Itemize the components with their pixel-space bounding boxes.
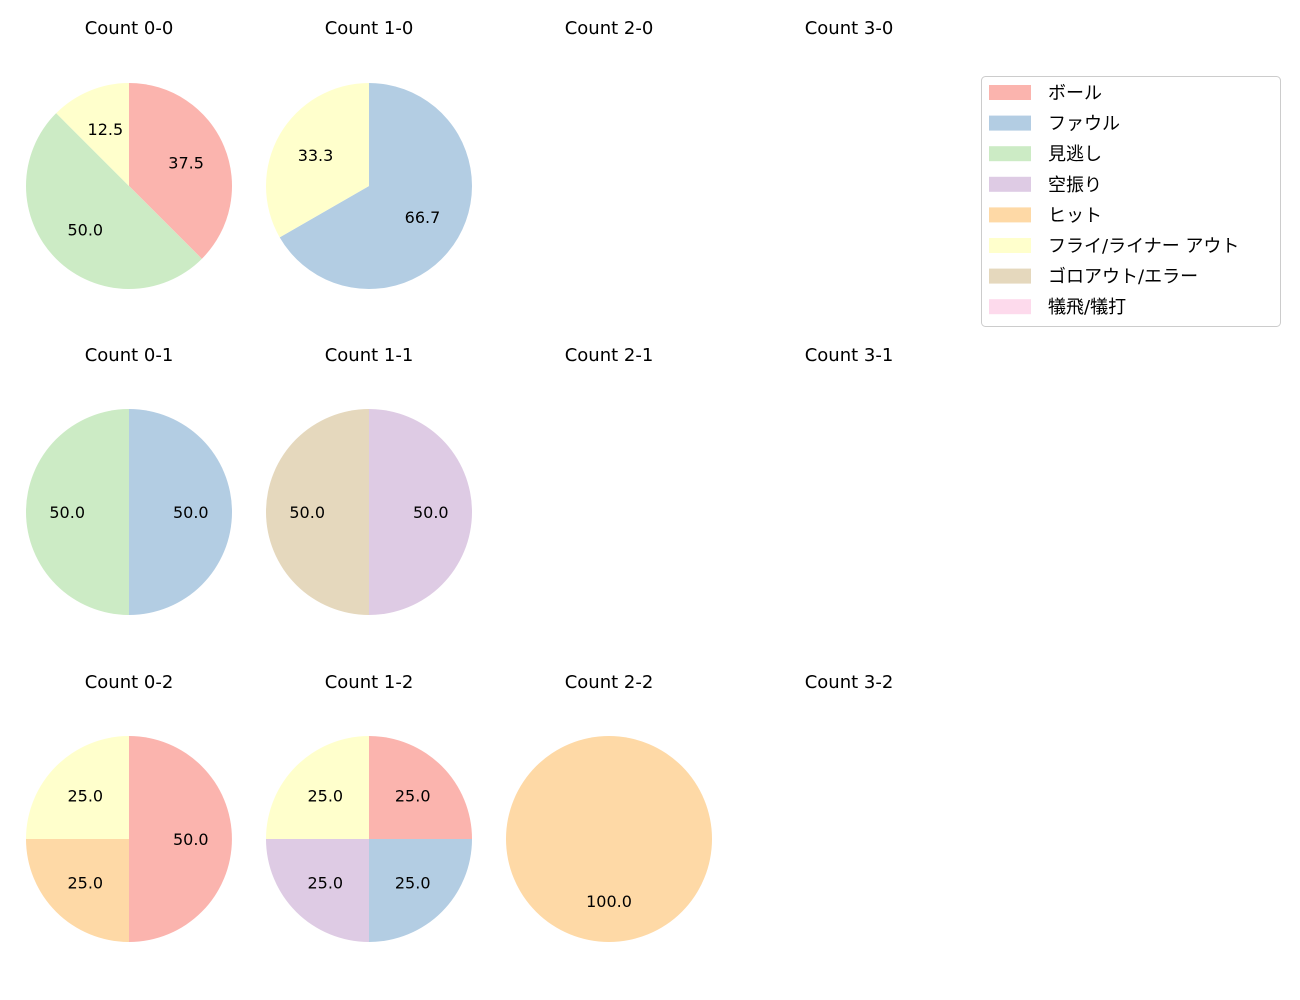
subplot-title: Count 0-1: [85, 345, 174, 366]
legend-swatch: [989, 238, 1031, 253]
subplot-title: Count 0-2: [85, 672, 174, 693]
legend-swatch: [989, 85, 1031, 100]
legend-frame: [981, 76, 1281, 327]
legend-label: ゴロアウト/エラー: [1048, 267, 1198, 288]
subplot: Count 2-0: [565, 18, 654, 39]
subplot: Count 2-1: [565, 345, 654, 366]
subplot: Count 1-0 66.7 33.3: [266, 18, 472, 289]
legend-swatch: [989, 207, 1031, 223]
subplot: Count 2-2 100.0: [506, 672, 712, 942]
pie-slice: [266, 409, 369, 615]
subplot: Count 0-1 50.0 50.0: [26, 345, 232, 615]
legend-item: ヒット: [989, 205, 1102, 226]
pie-slice: [56, 83, 130, 186]
subplot-title: Count 2-2: [565, 672, 654, 693]
legend-swatch: [989, 299, 1031, 315]
legend-label: 犠飛/犠打: [1048, 297, 1126, 318]
slice-label: 12.5: [88, 120, 124, 139]
pie-slice: [266, 83, 369, 238]
subplot-title: Count 3-0: [805, 18, 894, 39]
slice-label: 25.0: [307, 786, 343, 805]
subplot-title: Count 0-0: [85, 18, 174, 39]
pie-slice: [369, 409, 472, 615]
subplot-title: Count 2-0: [565, 18, 654, 39]
legend-label: 空振り: [1048, 175, 1102, 196]
slice-label: 25.0: [67, 874, 103, 893]
legend-label: ヒット: [1048, 205, 1102, 226]
legend-item: ボール: [989, 83, 1102, 104]
subplot-title: Count 3-2: [805, 672, 894, 693]
legend-item: 見逃し: [989, 144, 1102, 165]
pie-slice: [266, 839, 369, 942]
pie-slice: [26, 839, 129, 942]
legend-swatch: [989, 146, 1031, 162]
subplot: Count 0-0 37.5 50.0 12.5: [26, 18, 232, 289]
legend-swatch: [989, 268, 1031, 284]
slice-label: 50.0: [173, 503, 209, 522]
legend-item: 犠飛/犠打: [989, 297, 1126, 318]
slice-label: 100.0: [586, 892, 632, 911]
legend-item: ゴロアウト/エラー: [989, 267, 1198, 288]
legend-label: ボール: [1048, 83, 1102, 104]
legend-item: 空振り: [989, 175, 1102, 196]
slice-label: 50.0: [289, 503, 325, 522]
legend-item: フライ/ライナー アウト: [989, 236, 1239, 257]
slice-label: 50.0: [173, 830, 209, 849]
subplot: Count 0-2 50.0 25.0 25.0: [26, 672, 232, 942]
legend-item: ファウル: [989, 114, 1120, 135]
subplot: Count 3-2: [805, 672, 894, 693]
slice-label: 50.0: [67, 221, 103, 240]
subplot-title: Count 2-1: [565, 345, 654, 366]
legend-label: フライ/ライナー アウト: [1048, 236, 1239, 257]
slice-label: 25.0: [307, 874, 343, 893]
slice-label: 25.0: [395, 874, 431, 893]
slice-label: 50.0: [413, 503, 449, 522]
legend-label: 見逃し: [1048, 144, 1102, 165]
subplot-title: Count 1-2: [325, 672, 414, 693]
subplot-title: Count 1-0: [325, 18, 414, 39]
legend-swatch: [989, 176, 1031, 192]
subplot-title: Count 3-1: [805, 345, 894, 366]
pie-slice: [266, 736, 369, 839]
pie-slice: [26, 113, 202, 289]
subplot: Count 1-1 50.0 50.0: [266, 345, 472, 615]
pie-slice: [129, 409, 232, 615]
pie-slice: [369, 736, 472, 839]
subplot: Count 1-2 25.0 25.0 25.0 25.0: [266, 672, 472, 942]
pie-slice: [26, 736, 129, 839]
slice-label: 37.5: [168, 153, 204, 172]
slice-label: 33.3: [298, 146, 334, 165]
legend-swatch: [989, 115, 1031, 131]
slice-label: 50.0: [49, 503, 85, 522]
slice-label: 66.7: [405, 208, 441, 227]
pie-slice: [506, 736, 712, 942]
slice-label: 25.0: [67, 786, 103, 805]
pie-slice: [26, 409, 129, 615]
slice-label: 25.0: [395, 786, 431, 805]
subplot-title: Count 1-1: [325, 345, 414, 366]
pie-slice: [279, 83, 472, 289]
legend-label: ファウル: [1048, 114, 1120, 135]
pie-slice: [129, 736, 232, 942]
pie-slice: [369, 839, 472, 942]
subplot: Count 3-1: [805, 345, 894, 366]
subplot: Count 3-0: [805, 18, 894, 39]
pie-slice: [129, 83, 232, 259]
